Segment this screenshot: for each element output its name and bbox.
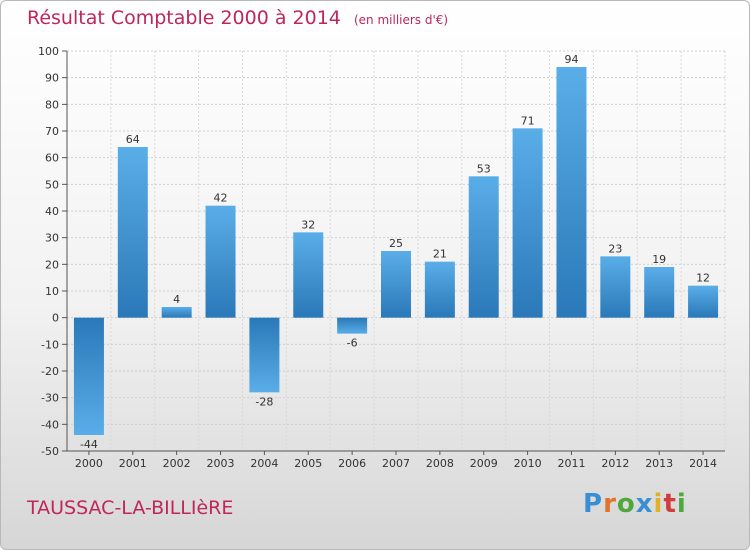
data-label-2007: 25	[389, 237, 403, 250]
x-tick-label-2004: 2004	[250, 457, 278, 470]
bar-2011	[556, 67, 587, 318]
y-tick-label: -20	[41, 365, 59, 378]
bar-2004	[249, 317, 280, 393]
y-tick-label: -30	[41, 392, 59, 405]
y-tick-label: 10	[45, 285, 59, 298]
chart-subtitle: (en milliers d'€)	[353, 13, 449, 27]
bar-2002	[161, 307, 192, 318]
bar-2014	[688, 285, 719, 318]
x-tick-label-2010: 2010	[514, 457, 542, 470]
y-tick-label: 90	[45, 72, 59, 85]
data-label-2014: 12	[696, 272, 710, 285]
x-tick-label-2005: 2005	[294, 457, 322, 470]
x-tick-label-2001: 2001	[119, 457, 147, 470]
y-tick-label: -50	[41, 445, 59, 458]
data-label-2011: 94	[564, 53, 578, 66]
data-label-2009: 53	[477, 162, 491, 175]
data-label-2008: 21	[433, 248, 447, 261]
commune-name: TAUSSAC-LA-BILLIèRE	[27, 497, 234, 519]
axes: -50 -40 -30 -20 -10 0 10 20 30 40 50 60 70 80 90 100 200…	[38, 45, 725, 470]
y-tick-label: 30	[45, 232, 59, 245]
data-label-2003: 42	[214, 192, 228, 205]
chart-title-block: Résultat Comptable 2000 à 2014 (en milli…	[27, 7, 448, 29]
x-tick-label-2013: 2013	[645, 457, 673, 470]
data-label-2004: -28	[255, 395, 273, 408]
data-labels: -44 64 4 42 -28 32 -6 25 21 53 71 94 23 19 12	[80, 53, 710, 451]
y-tick-label: 80	[45, 98, 59, 111]
x-tick-label-2014: 2014	[689, 457, 717, 470]
proxiti-logo[interactable]: Proxiti	[583, 489, 687, 519]
data-label-2012: 23	[608, 242, 622, 255]
bar-2013	[644, 267, 675, 318]
x-tick-label-2002: 2002	[163, 457, 191, 470]
x-tick-label-2007: 2007	[382, 457, 410, 470]
bars	[73, 67, 719, 435]
bar-2006	[337, 317, 368, 334]
chart-title: Résultat Comptable 2000 à 2014	[27, 7, 341, 29]
data-label-2001: 64	[126, 133, 140, 146]
y-tick-label: 100	[38, 45, 59, 58]
y-tick-label: 0	[52, 312, 59, 325]
data-label-2010: 71	[521, 114, 535, 127]
x-tick-label-2000: 2000	[75, 457, 103, 470]
x-tick-label-2003: 2003	[207, 457, 235, 470]
bar-2003	[205, 205, 236, 318]
data-label-2002: 4	[173, 293, 180, 306]
x-tick-label-2009: 2009	[470, 457, 498, 470]
bar-2012	[600, 256, 631, 318]
bar-2001	[117, 147, 148, 318]
bar-2008	[424, 261, 455, 318]
y-tick-label: 60	[45, 152, 59, 165]
bar-2000	[73, 317, 104, 435]
bar-2005	[293, 232, 324, 318]
y-tick-label: 50	[45, 178, 59, 191]
bar-2010	[512, 128, 543, 318]
bar-2007	[381, 251, 411, 318]
x-tick-label-2008: 2008	[426, 457, 454, 470]
y-tick-label: 20	[45, 258, 59, 271]
x-tick-label-2011: 2011	[557, 457, 585, 470]
data-label-2013: 19	[652, 253, 666, 266]
bar-2009	[468, 176, 499, 318]
x-tick-label-2012: 2012	[601, 457, 629, 470]
y-tick-label: 40	[45, 205, 59, 218]
data-label-2006: -6	[347, 337, 358, 350]
data-label-2005: 32	[301, 218, 315, 231]
data-label-2000: -44	[80, 438, 98, 451]
y-tick-label: -10	[41, 338, 59, 351]
y-tick-label: 70	[45, 125, 59, 138]
x-tick-label-2006: 2006	[338, 457, 366, 470]
y-tick-label: -40	[41, 418, 59, 431]
